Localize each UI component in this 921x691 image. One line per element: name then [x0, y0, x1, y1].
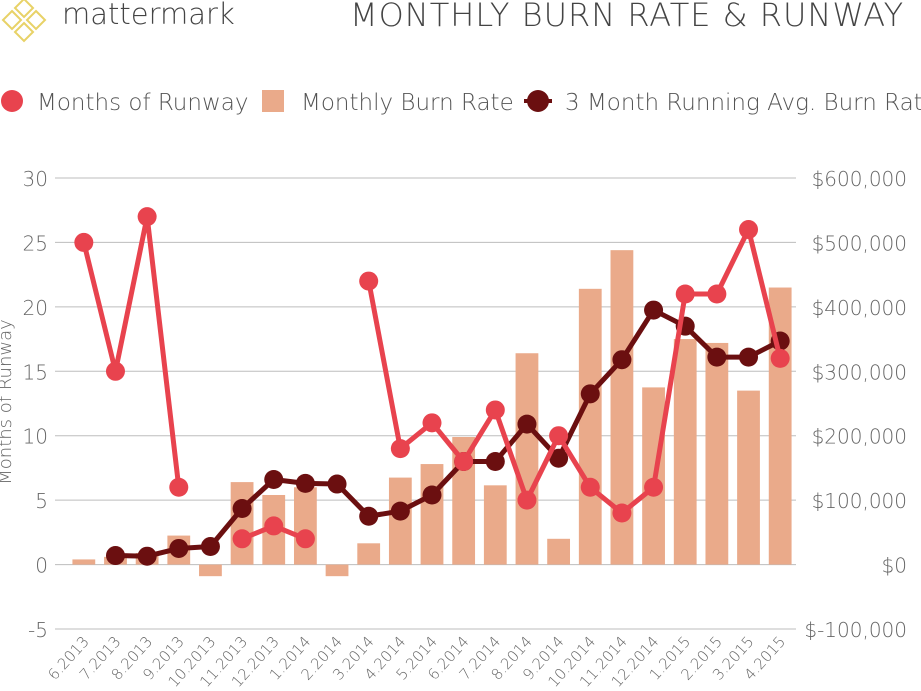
legend-item-runway: Months of Runway	[1, 90, 248, 116]
diamond-lattice-icon	[1, 0, 47, 43]
avg-burn-point	[612, 350, 632, 370]
right-tick-label: $-100,000	[804, 618, 907, 642]
runway-point	[612, 503, 632, 523]
runway-point	[137, 207, 157, 227]
runway-point	[74, 232, 94, 252]
avg-burn-point	[549, 448, 569, 468]
logo-diamond	[13, 21, 35, 43]
runway-point	[739, 220, 759, 240]
runway-point	[105, 361, 125, 381]
left-tick-label: 5	[35, 489, 48, 513]
left-tick-label: 15	[23, 360, 48, 384]
avg-burn-point	[200, 537, 220, 557]
burn-rate-bar	[199, 564, 222, 577]
burn-rate-bar	[547, 538, 571, 565]
runway-point	[675, 284, 695, 304]
avg-burn-point	[644, 300, 664, 320]
avg-burn-point	[327, 474, 347, 494]
burn-rate-bar	[357, 543, 381, 565]
x-axis-ticks: 6.20137.20138.20139.201310.201311.201312…	[44, 633, 789, 691]
runway-point	[549, 426, 569, 446]
runway-point	[454, 451, 474, 471]
runway-point	[232, 529, 252, 549]
right-tick-label: $100,000	[812, 489, 907, 513]
burn-rate-bar	[578, 288, 602, 565]
legend-burn-label: Monthly Burn Rate	[301, 90, 514, 116]
left-tick-label: 20	[23, 296, 48, 320]
legend-runway-label: Months of Runway	[37, 90, 248, 116]
avg-burn-point	[264, 470, 284, 490]
right-tick-label: $400,000	[812, 296, 907, 320]
burn-rate-bar	[72, 559, 96, 565]
legend-avg-marker	[527, 90, 549, 112]
runway-point	[422, 413, 442, 433]
burn-rate-bar	[483, 485, 507, 565]
avg-burn-point	[517, 414, 537, 434]
runway-segment	[81, 214, 182, 488]
right-tick-label: $0	[882, 554, 907, 578]
burn-rate-bar	[388, 477, 412, 565]
runway-point	[517, 490, 537, 510]
runway-point	[264, 516, 284, 536]
legend-burn-marker	[262, 90, 284, 112]
left-tick-label: 25	[23, 231, 48, 255]
runway-point	[707, 284, 727, 304]
runway-point	[644, 477, 664, 497]
runway-point	[580, 477, 600, 497]
avg-burn-point	[390, 501, 410, 521]
brand-name: mattermark	[62, 0, 235, 31]
avg-burn-point	[580, 384, 600, 404]
burn-rate-bar	[515, 353, 539, 565]
burn-rate-bar	[293, 487, 317, 565]
avg-burn-point	[707, 347, 727, 367]
left-tick-label: 30	[23, 167, 48, 191]
burn-rate-bar	[230, 482, 254, 565]
left-tick-label: 10	[23, 425, 48, 449]
right-axis-ticks: $-100,000 $0 $100,000 $200,000 $300,000 $400,…	[804, 167, 907, 642]
chart-title: MONTHLY BURN RATE & RUNWAY	[350, 0, 904, 34]
avg-burn-segment	[115, 307, 782, 559]
runway-point	[390, 439, 410, 459]
avg-burn-point	[485, 451, 505, 471]
runway-point	[359, 271, 379, 291]
left-tick-label: -5	[28, 618, 48, 642]
logo-diamond	[13, 0, 35, 19]
burn-rate-bar	[737, 390, 760, 565]
legend-item-burn: Monthly Burn Rate	[262, 90, 514, 116]
runway-line	[74, 207, 790, 549]
legend-avg-label: 3 Month Running Avg. Burn Rate	[565, 90, 921, 116]
avg-burn-point	[105, 546, 125, 566]
burn-rate-bar	[673, 339, 697, 565]
burn-rate-bar	[705, 342, 729, 565]
legend-item-avg: 3 Month Running Avg. Burn Rate	[524, 90, 921, 116]
avg-burn-point	[232, 499, 252, 519]
burn-rate-bar	[610, 250, 634, 565]
burn-rate-bar	[420, 464, 444, 565]
right-tick-label: $300,000	[812, 360, 907, 384]
avg-burn-point	[739, 347, 759, 367]
avg-burn-point	[422, 485, 442, 505]
left-tick-label: 0	[35, 554, 48, 578]
burn-rate-bar	[325, 564, 349, 577]
left-axis-ticks: -5 0 5 10 15 20 25 30	[23, 167, 48, 642]
avg-burn-point	[359, 506, 379, 526]
avg-burn-point	[137, 546, 157, 566]
runway-point	[295, 529, 315, 549]
runway-point	[770, 348, 790, 368]
avg-burn-point	[295, 473, 315, 493]
runway-point	[485, 400, 505, 420]
chart-legend: Months of Runway Monthly Burn Rate 3 Mon…	[1, 90, 921, 116]
legend-runway-marker	[1, 90, 23, 112]
right-tick-label: $500,000	[812, 231, 907, 255]
logo-diamond	[25, 9, 47, 31]
left-axis-label: Months of Runway	[0, 319, 16, 485]
runway-point	[169, 477, 189, 497]
logo-diamond	[1, 9, 23, 31]
right-tick-label: $200,000	[812, 425, 907, 449]
avg-burn-point	[169, 538, 189, 558]
right-tick-label: $600,000	[812, 167, 907, 191]
